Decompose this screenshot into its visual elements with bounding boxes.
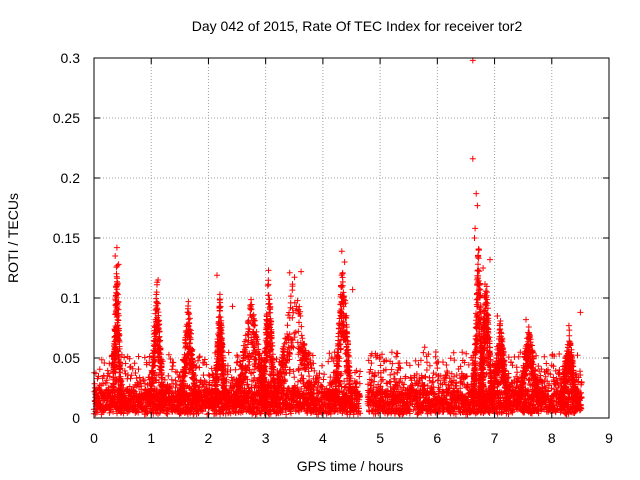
data-point xyxy=(195,410,202,417)
data-point xyxy=(132,370,139,376)
data-point xyxy=(196,354,203,361)
data-point xyxy=(195,357,201,364)
data-point xyxy=(201,377,208,384)
data-point xyxy=(357,368,364,375)
data-point xyxy=(319,362,325,369)
data-point xyxy=(426,362,433,369)
data-point xyxy=(103,379,110,386)
data-point xyxy=(110,408,117,415)
data-point xyxy=(232,366,239,373)
data-point xyxy=(459,349,466,356)
data-point xyxy=(217,314,224,321)
data-point xyxy=(164,411,171,417)
data-point xyxy=(574,352,581,359)
grid-lines xyxy=(94,58,609,418)
data-point xyxy=(133,375,140,382)
data-point xyxy=(291,374,298,381)
data-point xyxy=(152,376,159,383)
data-point xyxy=(127,375,134,382)
data-point xyxy=(96,366,103,373)
data-point xyxy=(172,377,179,384)
data-point xyxy=(203,361,210,368)
data-point xyxy=(135,409,142,416)
data-point xyxy=(106,373,113,380)
data-point xyxy=(106,409,113,416)
data-point xyxy=(424,359,430,366)
data-point xyxy=(98,356,105,363)
data-point xyxy=(387,371,394,378)
data-point xyxy=(393,353,400,360)
data-point xyxy=(144,410,151,417)
data-point xyxy=(132,388,139,395)
data-point xyxy=(135,366,142,373)
data-point xyxy=(172,384,179,391)
data-point xyxy=(113,270,120,277)
data-point xyxy=(135,381,141,388)
data-point xyxy=(541,353,548,360)
data-point xyxy=(377,362,384,369)
data-point xyxy=(95,373,102,380)
data-point xyxy=(514,369,521,376)
data-point xyxy=(434,365,441,372)
data-point xyxy=(325,358,332,365)
data-point xyxy=(129,365,136,372)
data-point xyxy=(135,353,142,360)
data-point xyxy=(140,377,147,384)
data-point xyxy=(321,371,328,378)
data-point xyxy=(440,359,446,366)
data-point xyxy=(94,409,100,416)
data-point xyxy=(356,373,363,380)
data-point xyxy=(420,349,427,356)
data-point xyxy=(165,351,172,358)
data-point xyxy=(167,356,174,362)
data-point xyxy=(121,354,128,361)
data-point xyxy=(196,353,203,360)
data-point xyxy=(201,356,208,363)
data-point xyxy=(186,315,193,322)
data-point xyxy=(165,372,172,379)
data-point xyxy=(170,359,177,366)
data-point xyxy=(169,366,175,373)
data-point xyxy=(173,381,180,388)
data-point xyxy=(199,408,206,415)
data-point xyxy=(126,383,133,390)
data-point xyxy=(185,316,192,323)
data-point xyxy=(153,295,160,302)
data-point xyxy=(196,364,203,371)
data-point xyxy=(450,349,457,356)
data-point xyxy=(104,367,111,374)
data-point xyxy=(121,367,128,374)
data-point xyxy=(131,360,138,367)
data-point xyxy=(423,367,430,373)
data-point xyxy=(128,372,135,379)
data-point xyxy=(120,410,127,417)
data-point xyxy=(443,362,450,368)
data-point xyxy=(394,369,401,376)
data-point xyxy=(388,349,395,356)
data-point xyxy=(122,360,129,367)
data-point xyxy=(394,350,401,357)
data-point xyxy=(168,376,175,383)
data-point xyxy=(141,354,148,361)
data-point xyxy=(320,376,327,383)
data-point xyxy=(114,262,121,269)
data-point xyxy=(412,357,419,364)
data-point xyxy=(368,360,375,367)
data-point xyxy=(200,372,207,379)
data-point xyxy=(432,349,439,355)
data-point xyxy=(543,360,550,367)
data-points xyxy=(91,57,585,418)
data-point xyxy=(126,355,133,362)
data-point xyxy=(101,360,108,366)
data-point xyxy=(130,388,137,395)
data-point xyxy=(225,349,232,356)
data-point xyxy=(463,350,470,357)
data-point xyxy=(138,383,145,390)
